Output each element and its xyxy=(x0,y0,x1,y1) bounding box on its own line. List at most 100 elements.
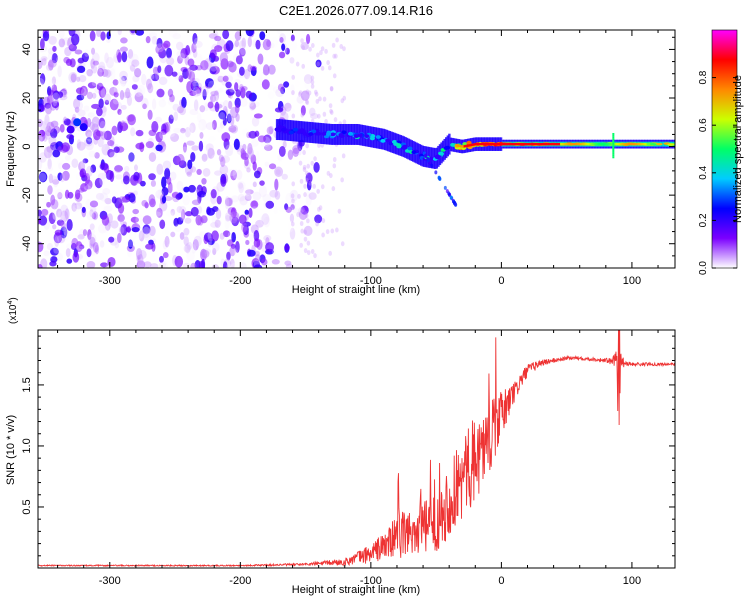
noise-blob xyxy=(268,64,276,75)
noise-blob xyxy=(186,81,194,94)
noise-blob xyxy=(237,181,246,191)
noise-blob xyxy=(333,117,338,123)
noise-blob xyxy=(103,69,113,77)
noise-blob xyxy=(151,98,157,110)
noise-blob xyxy=(219,157,225,167)
noise-blob xyxy=(132,75,140,83)
signal-peak xyxy=(488,142,490,146)
noise-blob xyxy=(85,129,93,138)
noise-blob xyxy=(264,141,271,152)
signal-peak xyxy=(574,142,577,146)
signal-peak xyxy=(462,145,464,148)
x-tick-label: -300 xyxy=(99,275,121,287)
noise-blob xyxy=(94,152,100,159)
noise-blob xyxy=(52,213,58,220)
noise-blob xyxy=(183,236,189,246)
noise-blob xyxy=(93,129,101,141)
noise-blob xyxy=(124,165,130,172)
signal-blob xyxy=(325,132,332,136)
noise-blob xyxy=(259,31,266,41)
noise-blob xyxy=(186,140,195,146)
noise-blob xyxy=(71,158,79,168)
noise-blob xyxy=(191,145,200,151)
noise-blob xyxy=(80,158,86,170)
noise-blob xyxy=(90,58,96,69)
signal-peak xyxy=(586,142,588,146)
noise-blob xyxy=(229,246,236,257)
noise-blob xyxy=(225,40,234,52)
noise-blob xyxy=(156,207,163,218)
signal-blob xyxy=(385,138,391,143)
noise-blob xyxy=(324,48,328,54)
noise-blob xyxy=(227,60,234,68)
noise-blob xyxy=(339,44,344,50)
noise-blob xyxy=(297,193,301,199)
noise-blob xyxy=(192,32,198,45)
noise-blob xyxy=(285,192,294,204)
noise-blob xyxy=(202,88,207,101)
noise-blob xyxy=(322,96,327,102)
noise-blob xyxy=(86,165,93,177)
noise-blob xyxy=(108,64,116,75)
signal-peak xyxy=(485,142,488,146)
noise-blob xyxy=(131,84,138,90)
signal-blob xyxy=(395,143,402,147)
noise-blob xyxy=(42,119,50,131)
noise-blob xyxy=(64,155,71,161)
signal-blob xyxy=(401,145,408,150)
noise-blob xyxy=(126,95,133,106)
noise-blob xyxy=(234,31,242,41)
signal-peak xyxy=(540,142,543,146)
noise-blob xyxy=(72,251,80,263)
signal-peak xyxy=(560,142,562,146)
noise-blob xyxy=(316,188,320,194)
noise-blob xyxy=(317,113,321,119)
noise-blob xyxy=(243,187,251,197)
noise-blob xyxy=(170,133,180,142)
noise-blob xyxy=(222,100,230,109)
signal-blob xyxy=(411,150,417,155)
noise-blob xyxy=(148,152,157,162)
signal-peak xyxy=(605,142,608,146)
signal-peak xyxy=(595,142,597,146)
noise-blob xyxy=(279,33,286,44)
signal-blob xyxy=(370,134,376,138)
noise-blob xyxy=(38,263,43,268)
noise-blob xyxy=(303,183,307,189)
spectrogram-frame xyxy=(37,29,676,269)
noise-blob xyxy=(186,251,195,261)
noise-blob xyxy=(125,87,131,99)
noise-blob xyxy=(48,59,54,71)
noise-blob xyxy=(98,61,106,73)
signal-blob xyxy=(338,133,344,137)
signal-peak xyxy=(573,142,575,146)
signal-spike xyxy=(612,154,615,157)
noise-blob xyxy=(120,138,130,148)
noise-blob xyxy=(111,190,118,199)
noise-blob xyxy=(123,210,132,217)
noise-blob xyxy=(313,253,320,265)
noise-blob xyxy=(82,158,89,164)
noise-blob xyxy=(117,232,122,244)
noise-blob xyxy=(150,179,156,187)
noise-blob xyxy=(186,241,193,250)
noise-blob xyxy=(86,68,93,77)
noise-blob xyxy=(183,227,190,236)
noise-blob xyxy=(103,205,113,213)
noise-blob xyxy=(307,90,312,96)
noise-blob xyxy=(38,118,43,128)
noise-blob xyxy=(217,75,225,83)
noise-blob xyxy=(286,107,296,114)
noise-blob xyxy=(207,147,215,159)
noise-blob xyxy=(303,248,308,254)
signal-blob xyxy=(311,129,317,134)
noise-blob xyxy=(267,119,274,131)
noise-blob xyxy=(226,263,232,268)
noise-blob xyxy=(137,258,145,268)
noise-blob xyxy=(176,205,183,214)
signal-peak xyxy=(635,142,638,146)
noise-blob xyxy=(328,250,332,256)
noise-blob xyxy=(100,130,108,140)
noise-blob xyxy=(315,98,320,104)
noise-blob xyxy=(274,107,284,113)
